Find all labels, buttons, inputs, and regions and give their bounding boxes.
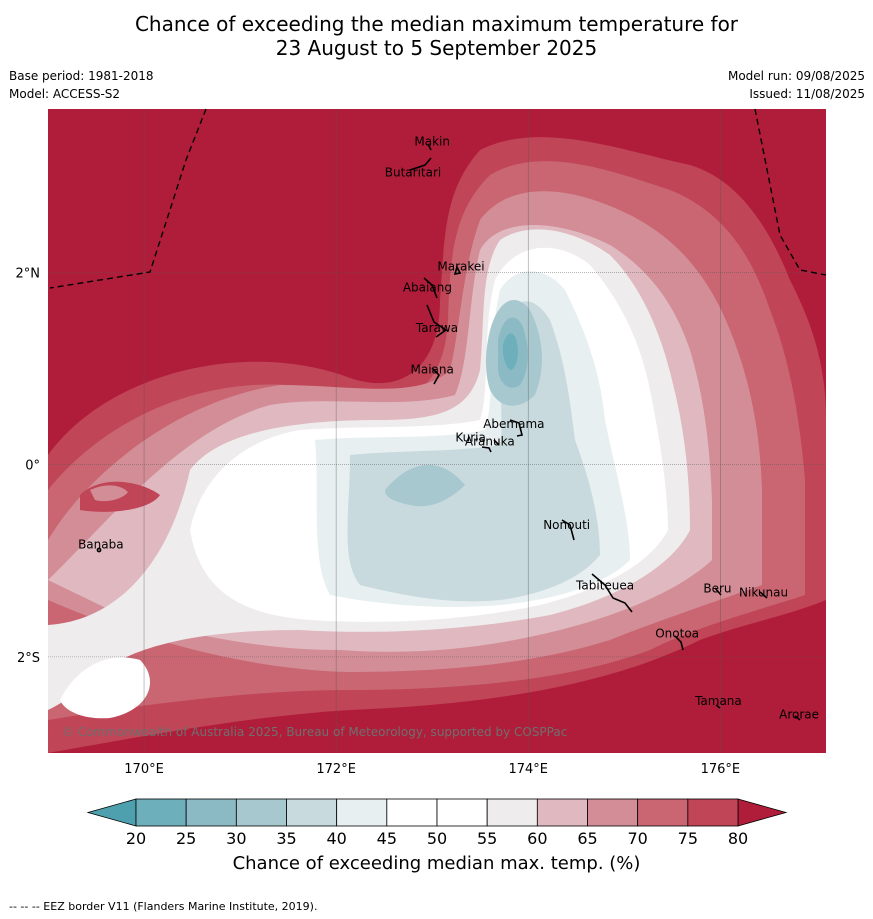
island-tamana [715, 704, 721, 709]
lon-label: 172°E [316, 762, 356, 777]
islands [96, 143, 801, 721]
island-tarawa [426, 304, 448, 338]
colorbar-high-extension [737, 798, 788, 827]
island-abaiang [423, 277, 438, 299]
island-nonouti [561, 519, 575, 541]
colorbar-bin [135, 798, 187, 827]
colorbar-tick-label: 30 [226, 829, 246, 848]
longitude-labels: 170°E 172°E 174°E 176°E [124, 762, 740, 777]
colorbar-tick-label: 55 [477, 829, 497, 848]
island-banaba [96, 547, 102, 553]
place-label-beru: Beru [703, 581, 731, 595]
colorbar-tick-label: 25 [176, 829, 196, 848]
island-tabiteuea [591, 573, 633, 613]
lon-label: 176°E [701, 762, 741, 777]
island-kuria [493, 439, 500, 446]
colorbar-tick-label: 75 [678, 829, 698, 848]
colorbar-tick-label: 70 [627, 829, 647, 848]
place-label-tamana: Tamana [694, 694, 742, 708]
colorbar-tick-label: 65 [577, 829, 597, 848]
island-maiana [431, 367, 440, 385]
colorbar-bin [436, 798, 488, 827]
colorbar-bin [336, 798, 388, 827]
lat-label: 2°S [17, 651, 40, 666]
colorbar-bin [486, 798, 538, 827]
island-nikunau [759, 591, 768, 599]
island-aranuka [481, 446, 492, 453]
model-run-text: Model run: 09/08/2025 [727, 69, 865, 83]
contour-25 [502, 333, 518, 370]
probability-field [48, 109, 826, 753]
base-period-text: Base period: 1981-2018 [9, 69, 154, 83]
place-label-tarawa: Tarawa [415, 321, 458, 335]
place-label-abaiang: Abaiang [403, 281, 452, 295]
meta-right: Model run: 09/08/2025 Issued: 11/08/2025 [728, 67, 865, 103]
eez-line-east [754, 108, 827, 276]
place-label-nikunau: Nikunau [739, 585, 788, 599]
lon-label: 174°E [508, 762, 548, 777]
title-line-1: Chance of exceeding the median maximum t… [134, 12, 739, 36]
colorbar-bin [687, 798, 739, 827]
colorbar-tick-label: 35 [276, 829, 296, 848]
colorbar-tick-label: 50 [427, 829, 447, 848]
graticule [48, 109, 826, 753]
eez-footnote: -- -- -- EEZ border V11 (Flanders Marine… [9, 900, 318, 913]
colorbar-tick-label: 60 [527, 829, 547, 848]
issued-text: Issued: 11/08/2025 [749, 87, 865, 101]
colorbar-low-extension [86, 798, 137, 827]
chart-title: Chance of exceeding the median maximum t… [0, 12, 873, 60]
colorbar-bin [286, 798, 338, 827]
place-label-banaba: Banaba [78, 537, 124, 551]
colorbar-bin [235, 798, 287, 827]
place-label-butaritari: Butaritari [385, 165, 442, 179]
eez-line-west [49, 108, 207, 289]
colorbar-bin [637, 798, 689, 827]
place-label-kuria: Kuria [455, 431, 486, 445]
latitude-labels: 2°N 0° 2°S [16, 266, 41, 665]
contour-50-pocket [60, 657, 150, 719]
place-label-marakei: Marakei [437, 259, 484, 273]
island-makin [427, 143, 432, 151]
colorbar-bin [386, 798, 438, 827]
place-labels: Makin Butaritari Marakei Abaiang Tarawa Maian… [78, 135, 819, 722]
colorbar-tick-label: 40 [326, 829, 346, 848]
place-label-tabiteuea: Tabiteuea [575, 579, 634, 593]
colorbar-tick-label: 20 [126, 829, 146, 848]
contour-35 [385, 464, 465, 507]
place-label-nonouti: Nonouti [543, 518, 590, 532]
title-line-2: 23 August to 5 September 2025 [275, 36, 598, 60]
copyright-text: © Commonwealth of Australia 2025, Bureau… [62, 725, 567, 739]
colorbar-bin [587, 798, 639, 827]
place-label-arorae: Arorae [779, 707, 819, 721]
banaba-pocket-65 [90, 485, 128, 502]
colorbar-bin [185, 798, 237, 827]
colorbar-tick-label: 80 [728, 829, 748, 848]
place-label-abemama: Abemama [483, 417, 544, 431]
colorbar-tick-label: 45 [377, 829, 397, 848]
place-label-onotoa: Onotoa [655, 627, 699, 641]
island-onotoa [674, 635, 684, 651]
island-abemama [509, 419, 523, 437]
island-arorae [794, 715, 801, 721]
island-butaritari [409, 157, 432, 171]
island-beru [714, 587, 722, 596]
eez-border [49, 108, 827, 289]
place-label-aranuka: Aranuka [465, 434, 515, 448]
meta-left: Base period: 1981-2018 Model: ACCESS-S2 [9, 67, 154, 103]
colorbar-bin [536, 798, 588, 827]
lat-label: 2°N [16, 266, 41, 281]
place-label-makin: Makin [414, 135, 450, 149]
place-label-maiana: Maiana [411, 362, 454, 376]
model-text: Model: ACCESS-S2 [9, 87, 121, 101]
colorbar: 20 25 30 35 40 45 50 55 60 65 70 75 80 [86, 798, 788, 848]
lon-label: 170°E [124, 762, 164, 777]
island-marakei [453, 264, 462, 276]
colorbar-title: Chance of exceeding median max. temp. (%… [232, 853, 641, 874]
lat-label: 0° [25, 459, 40, 474]
